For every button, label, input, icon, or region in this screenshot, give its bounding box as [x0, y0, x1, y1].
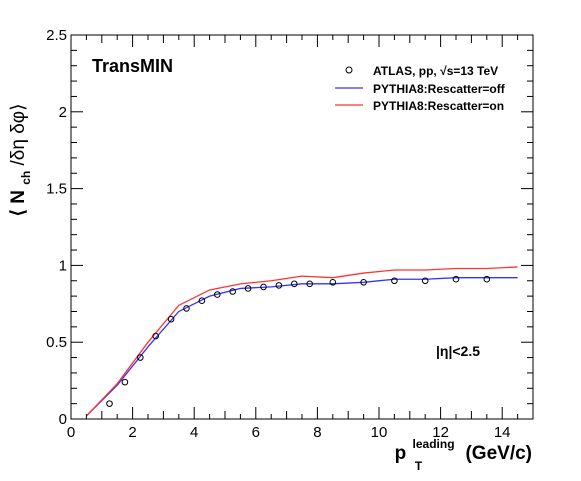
- data-point-atlas: [329, 278, 337, 286]
- x-tick-label: 2: [128, 424, 136, 441]
- data-point-atlas: [244, 285, 252, 292]
- x-tick-label: 0: [67, 424, 75, 441]
- y-axis-ticks: [71, 34, 533, 420]
- markers-layer: [106, 275, 491, 407]
- x-tick-label: 10: [371, 424, 388, 441]
- x-axis-label-main: p: [395, 443, 407, 464]
- data-point-atlas: [106, 400, 113, 407]
- y-axis-label-sub: ch: [19, 171, 33, 185]
- data-point-atlas: [483, 275, 491, 283]
- data-point-atlas: [229, 288, 236, 295]
- legend-label-atlas: ATLAS, pp, √s=13 TeV: [373, 64, 498, 78]
- y-tick-label: 0: [59, 411, 67, 428]
- x-axis-label: p leading T (GeV/c): [395, 432, 532, 475]
- x-tick-label: 8: [313, 424, 321, 441]
- x-axis-label-sub: T: [415, 459, 423, 473]
- data-point-atlas: [421, 277, 429, 285]
- data-point-atlas: [152, 332, 159, 340]
- legend-label-rescatter-off: PYTHIA8:Rescatter=off: [373, 82, 506, 96]
- data-point-atlas: [214, 291, 221, 298]
- y-axis-label-open: ⟨ N: [8, 190, 29, 216]
- y-tick-label: 1.5: [46, 181, 67, 198]
- x-axis-label-rest: (GeV/c): [465, 443, 532, 464]
- data-point-atlas: [306, 280, 314, 288]
- y-axis-label-rest: /δη δφ⟩: [8, 103, 29, 165]
- y-tick-labels: 0 0.5 1 1.5 2 2.5: [46, 27, 67, 428]
- y-tick-label: 1: [59, 257, 67, 274]
- data-point-atlas: [167, 315, 175, 323]
- data-point-atlas: [360, 278, 367, 286]
- x-tick-label: 14: [494, 424, 511, 441]
- data-point-atlas: [275, 282, 283, 289]
- eta-cut-label: |η|<2.5: [436, 343, 480, 359]
- data-point-atlas: [452, 275, 460, 283]
- x-tick-label: 4: [190, 424, 198, 441]
- data-point-atlas: [183, 305, 190, 312]
- x-tick-label: 12: [432, 424, 449, 441]
- x-tick-labels: 0 2 4 6 8 10 12 14: [67, 424, 511, 441]
- series-line-rescatter-on: [85, 266, 518, 417]
- x-tick-label: 6: [252, 424, 260, 441]
- y-tick-label: 2.5: [46, 27, 67, 44]
- legend: ATLAS, pp, √s=13 TeV PYTHIA8:Rescatter=o…: [335, 64, 506, 113]
- y-axis-label: ⟨ N ch /δη δφ⟩: [8, 103, 35, 216]
- data-point-atlas: [198, 297, 206, 305]
- data-point-atlas: [121, 378, 129, 386]
- data-point-atlas: [291, 280, 298, 288]
- data-point-atlas: [137, 354, 144, 361]
- y-tick-label: 0.5: [46, 334, 67, 351]
- legend-label-rescatter-on: PYTHIA8:Rescatter=on: [373, 99, 504, 113]
- x-axis-ticks: [70, 35, 534, 419]
- panel-label: TransMIN: [92, 56, 173, 76]
- data-point-atlas: [260, 283, 267, 291]
- legend-marker-atlas: [345, 66, 353, 74]
- x-axis-label-sup: leading: [413, 437, 455, 451]
- data-point-atlas: [391, 277, 398, 285]
- y-tick-label: 2: [59, 104, 67, 121]
